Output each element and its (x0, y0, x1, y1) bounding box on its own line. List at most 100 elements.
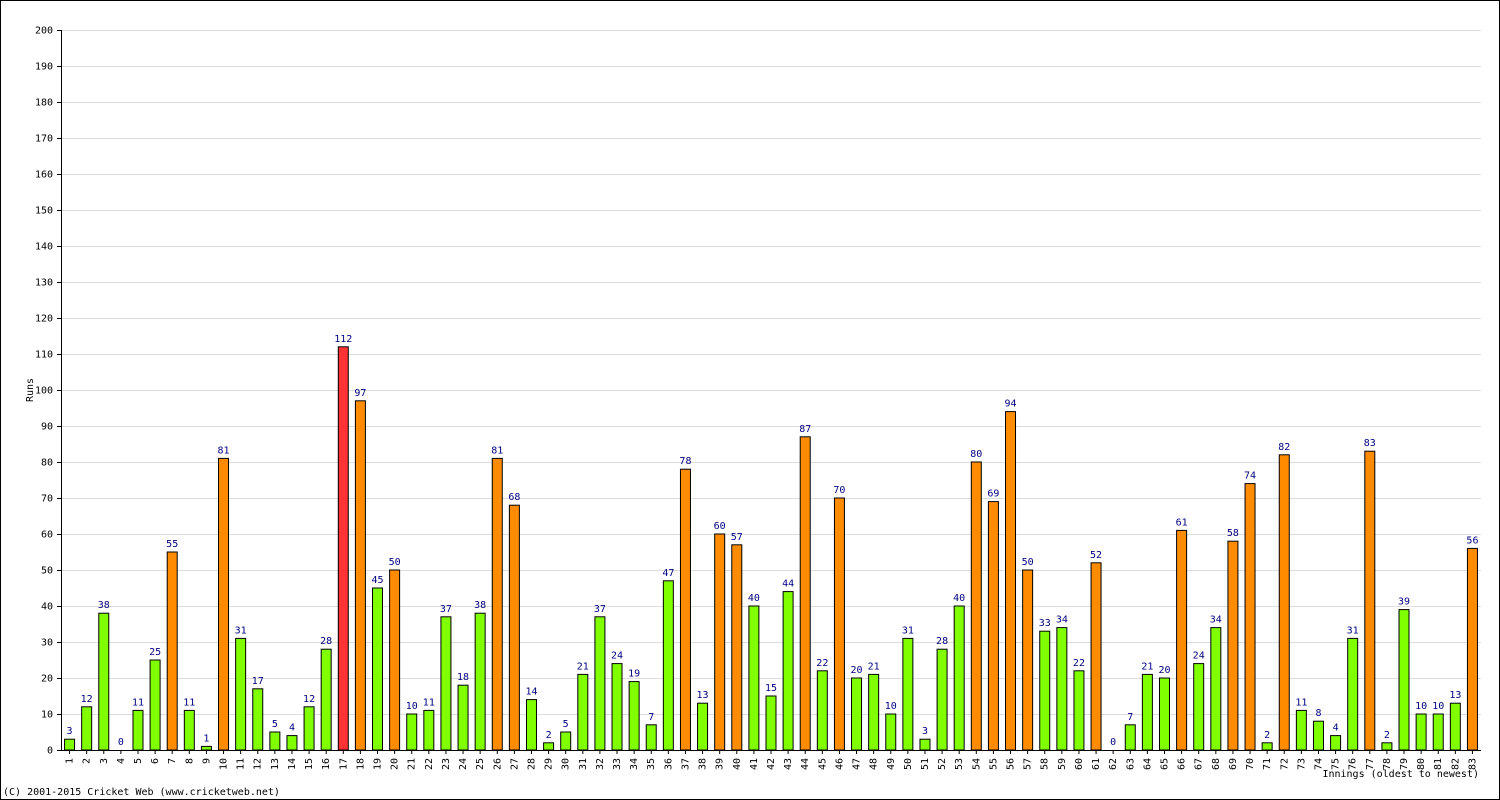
bar (543, 742, 555, 751)
data-label: 22 (816, 658, 828, 669)
bar (423, 709, 435, 751)
data-label: 17 (252, 676, 264, 687)
x-tick-label: 76 (1348, 758, 1359, 770)
x-tick-label: 54 (971, 758, 982, 770)
y-tick-label: 160 (35, 170, 53, 181)
bar (833, 497, 845, 751)
x-tick-label: 15 (304, 758, 315, 770)
x-tick-label: 40 (732, 758, 743, 770)
bar (406, 713, 418, 751)
x-tick-label: 73 (1296, 758, 1307, 770)
x-tick-label: 17 (338, 758, 349, 770)
x-tick-label: 26 (492, 758, 503, 770)
x-tick-label: 24 (458, 758, 469, 770)
data-label: 4 (1333, 723, 1339, 734)
data-label: 57 (731, 532, 743, 543)
bar (731, 544, 743, 751)
bar (354, 400, 366, 751)
data-label: 69 (987, 489, 999, 500)
x-tick-label: 71 (1262, 758, 1273, 770)
data-label: 56 (1466, 535, 1478, 546)
x-tick-label: 80 (1416, 758, 1427, 770)
data-label: 12 (81, 694, 93, 705)
x-tick-label: 74 (1313, 758, 1324, 770)
x-tick-label: 55 (988, 758, 999, 770)
bar (81, 706, 93, 751)
data-label: 31 (902, 625, 914, 636)
bar (1193, 663, 1205, 751)
bar (1210, 627, 1222, 751)
data-label: 10 (1415, 701, 1427, 712)
bar (953, 605, 965, 751)
bar (525, 699, 537, 751)
data-label: 13 (697, 690, 709, 701)
data-label: 21 (868, 661, 880, 672)
data-label: 11 (423, 697, 435, 708)
data-label: 0 (118, 737, 124, 748)
data-label: 20 (1158, 665, 1170, 676)
bar (1278, 454, 1290, 751)
x-tick-label: 28 (526, 758, 537, 770)
bar (1227, 540, 1239, 751)
data-label: 11 (1295, 697, 1307, 708)
data-label: 60 (714, 521, 726, 532)
x-tick-label: 57 (1023, 758, 1034, 770)
bar (679, 468, 691, 751)
bar (1466, 547, 1478, 751)
data-label: 33 (1039, 618, 1051, 629)
bar (816, 670, 828, 751)
y-tick-label: 0 (47, 746, 53, 757)
bar (714, 533, 726, 751)
bar (286, 735, 298, 751)
bar (1005, 411, 1017, 751)
data-label: 25 (149, 647, 161, 658)
data-label: 80 (970, 449, 982, 460)
x-tick-label: 2 (82, 758, 93, 764)
x-tick-label: 11 (236, 758, 247, 770)
data-label: 31 (235, 625, 247, 636)
bar (1124, 724, 1136, 751)
bar (662, 580, 674, 751)
bar (1022, 569, 1034, 751)
bar (1056, 627, 1068, 751)
data-label: 13 (1449, 690, 1461, 701)
x-tick-label: 43 (783, 758, 794, 770)
data-label: 20 (851, 665, 863, 676)
x-tick-label: 38 (698, 758, 709, 770)
x-tick-label: 64 (1142, 758, 1153, 770)
data-label: 112 (334, 334, 352, 345)
data-label: 37 (440, 604, 452, 615)
y-tick-label: 60 (41, 530, 53, 541)
bar (919, 738, 931, 751)
bar (1261, 742, 1273, 751)
x-tick-label: 18 (355, 758, 366, 770)
data-label: 15 (765, 683, 777, 694)
bar (1090, 562, 1102, 751)
data-label: 11 (132, 697, 144, 708)
x-tick-label: 4 (116, 758, 127, 764)
bar (508, 504, 520, 751)
data-label: 18 (457, 672, 469, 683)
x-tick-label: 72 (1279, 758, 1290, 770)
x-tick-label: 12 (253, 758, 264, 770)
data-label: 58 (1227, 528, 1239, 539)
y-tick-label: 170 (35, 134, 53, 145)
data-label: 52 (1090, 550, 1102, 561)
x-tick-label: 48 (869, 758, 880, 770)
x-tick-label: 3 (99, 758, 110, 764)
x-tick-label: 33 (612, 758, 623, 770)
bar (1244, 483, 1256, 751)
data-label: 50 (389, 557, 401, 568)
x-tick-label: 13 (270, 758, 281, 770)
bar (748, 605, 760, 751)
bar (491, 457, 503, 751)
bar (440, 616, 452, 751)
bar (269, 731, 281, 751)
x-tick-label: 75 (1331, 758, 1342, 770)
data-label: 28 (320, 636, 332, 647)
x-tick-label: 62 (1108, 758, 1119, 770)
x-tick-label: 32 (595, 758, 606, 770)
x-axis-label: Innings (oldest to newest) (1322, 769, 1479, 780)
bar (149, 659, 161, 751)
x-tick-label: 16 (321, 758, 332, 770)
